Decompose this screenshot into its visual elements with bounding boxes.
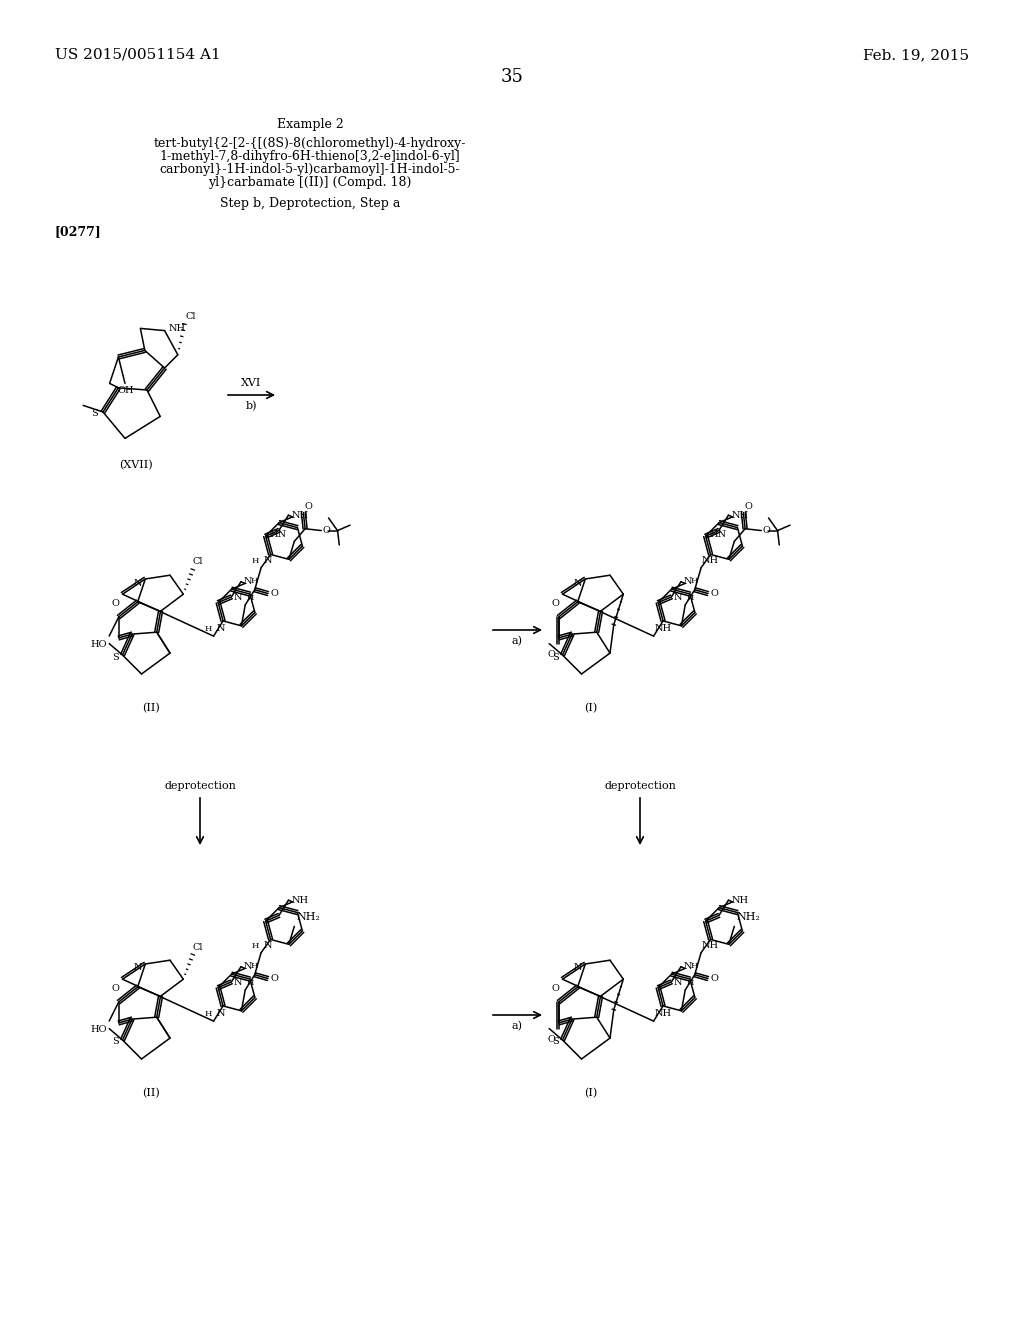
Text: HN: HN [269,531,287,540]
Text: H: H [204,626,212,634]
Text: HO: HO [91,640,108,649]
Text: yl}carbamate [(II)] (Compd. 18): yl}carbamate [(II)] (Compd. 18) [208,176,412,189]
Text: US 2015/0051154 A1: US 2015/0051154 A1 [55,48,221,62]
Text: NH: NH [169,325,185,333]
Text: Feb. 19, 2015: Feb. 19, 2015 [863,48,969,62]
Text: H: H [691,577,698,585]
Text: HN: HN [710,531,726,540]
Text: O: O [762,527,770,535]
Text: carbonyl}-1H-indol-5-yl)carbamoyl]-1H-indol-5-: carbonyl}-1H-indol-5-yl)carbamoyl]-1H-in… [160,162,461,176]
Text: deprotection: deprotection [604,781,676,791]
Text: a): a) [512,1020,523,1031]
Text: Cl: Cl [185,312,196,321]
Text: N: N [674,978,682,987]
Text: N: N [244,962,253,972]
Text: O: O [552,985,559,993]
Text: O: O [112,985,120,993]
Text: N: N [264,556,272,565]
Text: NH: NH [292,511,308,520]
Text: S: S [112,652,119,661]
Text: tert-butyl{2-[2-{[(8S)-8(chloromethyl)-4-hydroxy-: tert-butyl{2-[2-{[(8S)-8(chloromethyl)-4… [154,137,466,150]
Text: b): b) [246,401,257,412]
Text: H: H [251,577,258,585]
Text: deprotection: deprotection [164,781,236,791]
Text: N: N [244,577,253,586]
Text: Example 2: Example 2 [276,117,343,131]
Text: N: N [216,1008,225,1018]
Text: NH: NH [731,511,749,520]
Text: HO: HO [91,1026,108,1034]
Text: N: N [573,964,583,973]
Text: H: H [252,557,259,565]
Text: O: O [112,599,120,609]
Text: H: H [691,962,698,970]
Text: NH: NH [292,896,308,904]
Text: Step b, Deprotection, Step a: Step b, Deprotection, Step a [220,197,400,210]
Text: N: N [573,578,583,587]
Text: NH: NH [654,624,672,634]
Text: S: S [552,1038,559,1047]
Text: O: O [270,974,278,983]
Text: 35: 35 [501,69,523,86]
Text: O: O [710,974,718,983]
Text: N: N [674,593,682,602]
Text: NH: NH [654,1008,672,1018]
Text: O: O [744,502,753,511]
Text: Cl: Cl [193,942,204,952]
Text: (XVII): (XVII) [119,461,153,471]
Text: N: N [216,624,225,634]
Text: N: N [684,577,692,586]
Text: XVI: XVI [242,378,262,388]
Text: N: N [134,578,142,587]
Text: H: H [251,962,258,970]
Text: (I): (I) [585,702,598,713]
Text: NH: NH [702,556,719,565]
Text: H: H [204,1010,212,1018]
Text: H: H [246,979,254,987]
Text: O: O [323,527,330,535]
Text: N: N [233,978,243,987]
Text: O: O [270,589,278,598]
Text: OH: OH [118,387,134,396]
Text: NH₂: NH₂ [296,912,321,923]
Text: N: N [134,964,142,973]
Text: [0277]: [0277] [55,224,101,238]
Text: H: H [686,979,693,987]
Text: O: O [710,589,718,598]
Text: (II): (II) [142,702,160,713]
Text: S: S [112,1038,119,1047]
Text: O: O [552,599,559,609]
Text: H: H [246,594,254,602]
Text: (II): (II) [142,1088,160,1098]
Text: O: O [548,1035,556,1044]
Text: Cl: Cl [193,557,204,566]
Text: O: O [304,502,312,511]
Text: H: H [252,941,259,949]
Text: a): a) [512,636,523,647]
Text: N: N [264,941,272,949]
Text: N: N [684,962,692,972]
Text: 1-methyl-7,8-dihyfro-6H-thieno[3,2-e]indol-6-yl]: 1-methyl-7,8-dihyfro-6H-thieno[3,2-e]ind… [160,150,461,162]
Text: (I): (I) [585,1088,598,1098]
Text: NH: NH [702,941,719,949]
Text: S: S [552,652,559,661]
Text: H: H [686,594,693,602]
Text: S: S [91,409,98,418]
Text: N: N [233,593,243,602]
Text: NH₂: NH₂ [736,912,760,923]
Text: O: O [548,649,556,659]
Text: NH: NH [731,896,749,904]
